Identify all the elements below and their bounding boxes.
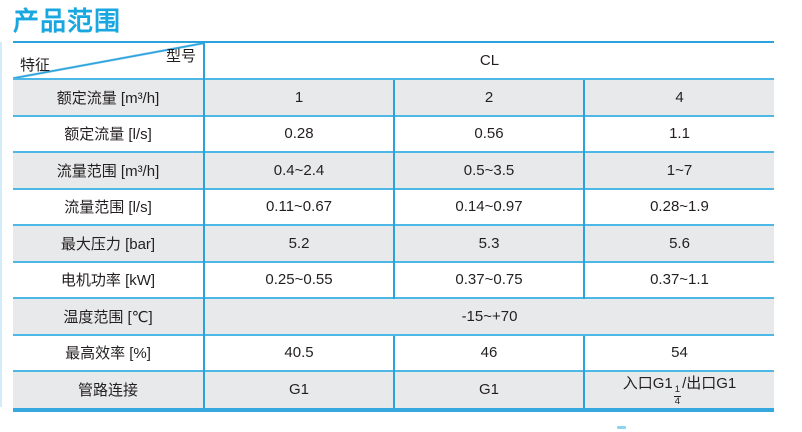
table-row: 最高效率 [%] 40.5 46 54 <box>13 333 775 371</box>
spec-merged-value-cell: -15~+70 <box>202 297 775 335</box>
table-row: 流量范围 [l/s] 0.11~0.67 0.14~0.97 0.28~1.9 <box>13 187 775 225</box>
spec-value-cell: 5.6 <box>582 224 775 262</box>
page-title: 产品范围 <box>13 6 122 36</box>
diagonal-corner-cell: 型号 特征 <box>13 42 204 79</box>
spec-label-cell: 流量范围 [l/s] <box>13 187 204 225</box>
left-edge-artifact <box>0 42 2 407</box>
fraction-denominator: 4 <box>674 395 681 407</box>
fraction-numerator: 1 <box>673 384 682 397</box>
spec-value-cell: 0.11~0.67 <box>203 187 394 225</box>
spec-value-cell: 0.14~0.97 <box>393 187 584 225</box>
spec-value-cell: 1.1 <box>582 114 775 152</box>
model-header-cell: CL <box>202 42 775 79</box>
spec-value-cell: 0.4~2.4 <box>203 151 394 189</box>
table-row-merged: 温度范围 [℃] -15~+70 <box>13 297 775 335</box>
spec-label-cell: 额定流量 [l/s] <box>13 114 204 152</box>
spec-label-cell: 流量范围 [m³/h] <box>13 151 204 189</box>
spec-value-cell: 46 <box>393 333 584 371</box>
spec-value-cell: 0.37~1.1 <box>582 260 775 298</box>
table-row: 最大压力 [bar] 5.2 5.3 5.6 <box>13 224 775 262</box>
table-row: 管路连接 G1 G1 入口G1 1 4/出口G1 <box>13 370 775 410</box>
table-row: 电机功率 [kW] 0.25~0.55 0.37~0.75 0.37~1.1 <box>13 260 775 298</box>
spec-label-cell: 电机功率 [kW] <box>13 260 204 298</box>
corner-feature-label: 特征 <box>20 57 51 74</box>
spec-label-cell: 温度范围 [℃] <box>13 297 204 335</box>
pipe-connection-suffix: /出口G1 <box>682 375 737 392</box>
spec-value-cell: 0.56 <box>393 114 584 152</box>
spec-value-cell: 40.5 <box>203 333 394 371</box>
spec-value-cell: G1 <box>393 370 584 410</box>
spec-value-cell: 0.37~0.75 <box>393 260 584 298</box>
table-row: 额定流量 [l/s] 0.28 0.56 1.1 <box>13 114 775 152</box>
spec-value-cell: 1 <box>203 78 394 116</box>
spec-label-cell: 最大压力 [bar] <box>13 224 204 262</box>
spec-label-cell: 管路连接 <box>13 370 204 410</box>
pipe-connection-prefix: 入口G1 <box>622 375 673 392</box>
corner-model-label: 型号 <box>165 48 196 65</box>
spec-value-cell: G1 <box>203 370 394 410</box>
table-header-row: 型号 特征 CL <box>13 42 775 79</box>
spec-value-cell: 0.25~0.55 <box>203 260 394 298</box>
table-row: 额定流量 [m³/h] 1 2 4 <box>13 78 775 116</box>
spec-value-cell: 4 <box>582 78 775 116</box>
spec-value-cell: 0.28~1.9 <box>582 187 775 225</box>
spec-value-cell: 5.2 <box>203 224 394 262</box>
bottom-page-artifact <box>617 426 626 429</box>
spec-value-cell: 5.3 <box>393 224 584 262</box>
table-row: 流量范围 [m³/h] 0.4~2.4 0.5~3.5 1~7 <box>13 151 775 189</box>
spec-value-cell: 2 <box>393 78 584 116</box>
spec-value-cell: 0.5~3.5 <box>393 151 584 189</box>
product-range-table: 型号 特征 CL 额定流量 [m³/h] 1 2 4 额定流量 [l/s] 0.… <box>13 41 775 412</box>
spec-label-cell: 额定流量 [m³/h] <box>13 78 204 116</box>
spec-value-cell: 54 <box>582 333 775 371</box>
spec-label-cell: 最高效率 [%] <box>13 333 204 371</box>
spec-value-cell: 1~7 <box>582 151 775 189</box>
spec-value-cell: 0.28 <box>203 114 394 152</box>
pipe-connection-cell: 入口G1 1 4/出口G1 <box>582 370 775 410</box>
